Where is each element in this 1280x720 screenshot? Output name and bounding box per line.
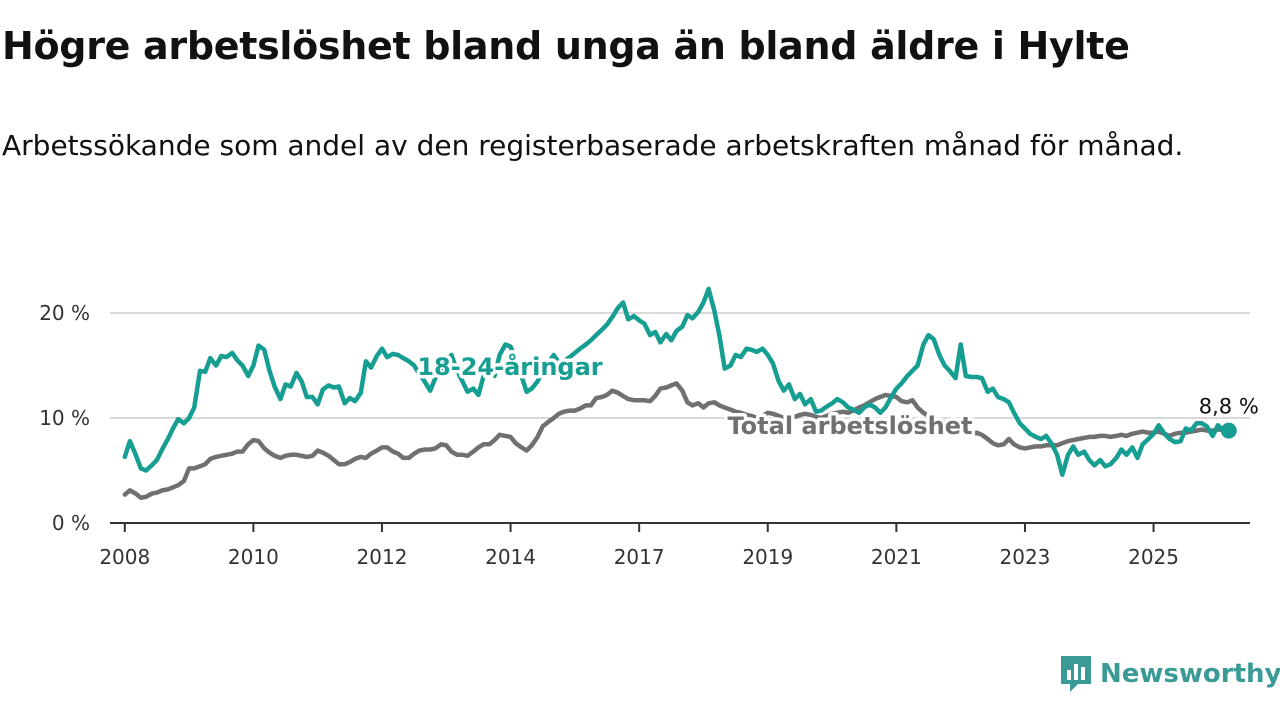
series-line-total [122,381,1232,501]
chart-subtitle: Arbetssökande som andel av den registerb… [2,129,1184,162]
x-tick-label: 2019 [742,545,793,569]
x-axis-ticks: 2008 2010 2012 2014 2017 2019 2021 2023 2025 [99,523,1179,569]
x-tick-label: 2012 [357,545,408,569]
x-tick-label: 2017 [614,545,665,569]
series-label-total: Total arbetslöshet [727,412,972,440]
line-chart: 0 % 10 % 20 % 2008 2010 2012 2014 2017 2019 2021… [39,286,1259,569]
newsworthy-logo: Newsworthy [1058,654,1280,694]
x-tick-label: 2014 [485,545,536,569]
y-tick-label: 20 % [39,301,90,325]
newsworthy-logo-icon [1061,656,1091,692]
x-tick-label: 2010 [228,545,279,569]
gridlines [110,312,1250,524]
x-tick-label: 2021 [871,545,922,569]
series-lines [122,286,1232,501]
y-tick-label: 0 % [52,511,90,535]
end-point-marker [1220,422,1237,439]
x-tick-label: 2025 [1128,545,1179,569]
brand-name: Newsworthy [1100,659,1280,689]
end-value-label: 8,8 % [1199,395,1259,419]
series-line-youth [122,286,1232,477]
y-tick-label: 10 % [39,406,90,430]
series-label-youth: 18-24-åringar [417,352,602,381]
x-tick-label: 2023 [1000,545,1051,569]
x-tick-label: 2008 [99,545,150,569]
y-axis-ticks: 0 % 10 % 20 % [39,301,90,535]
chart-title: Högre arbetslöshet bland unga än bland ä… [2,24,1130,68]
series-labels: 18-24-åringar Total arbetslöshet 8,8 % [414,349,1259,444]
